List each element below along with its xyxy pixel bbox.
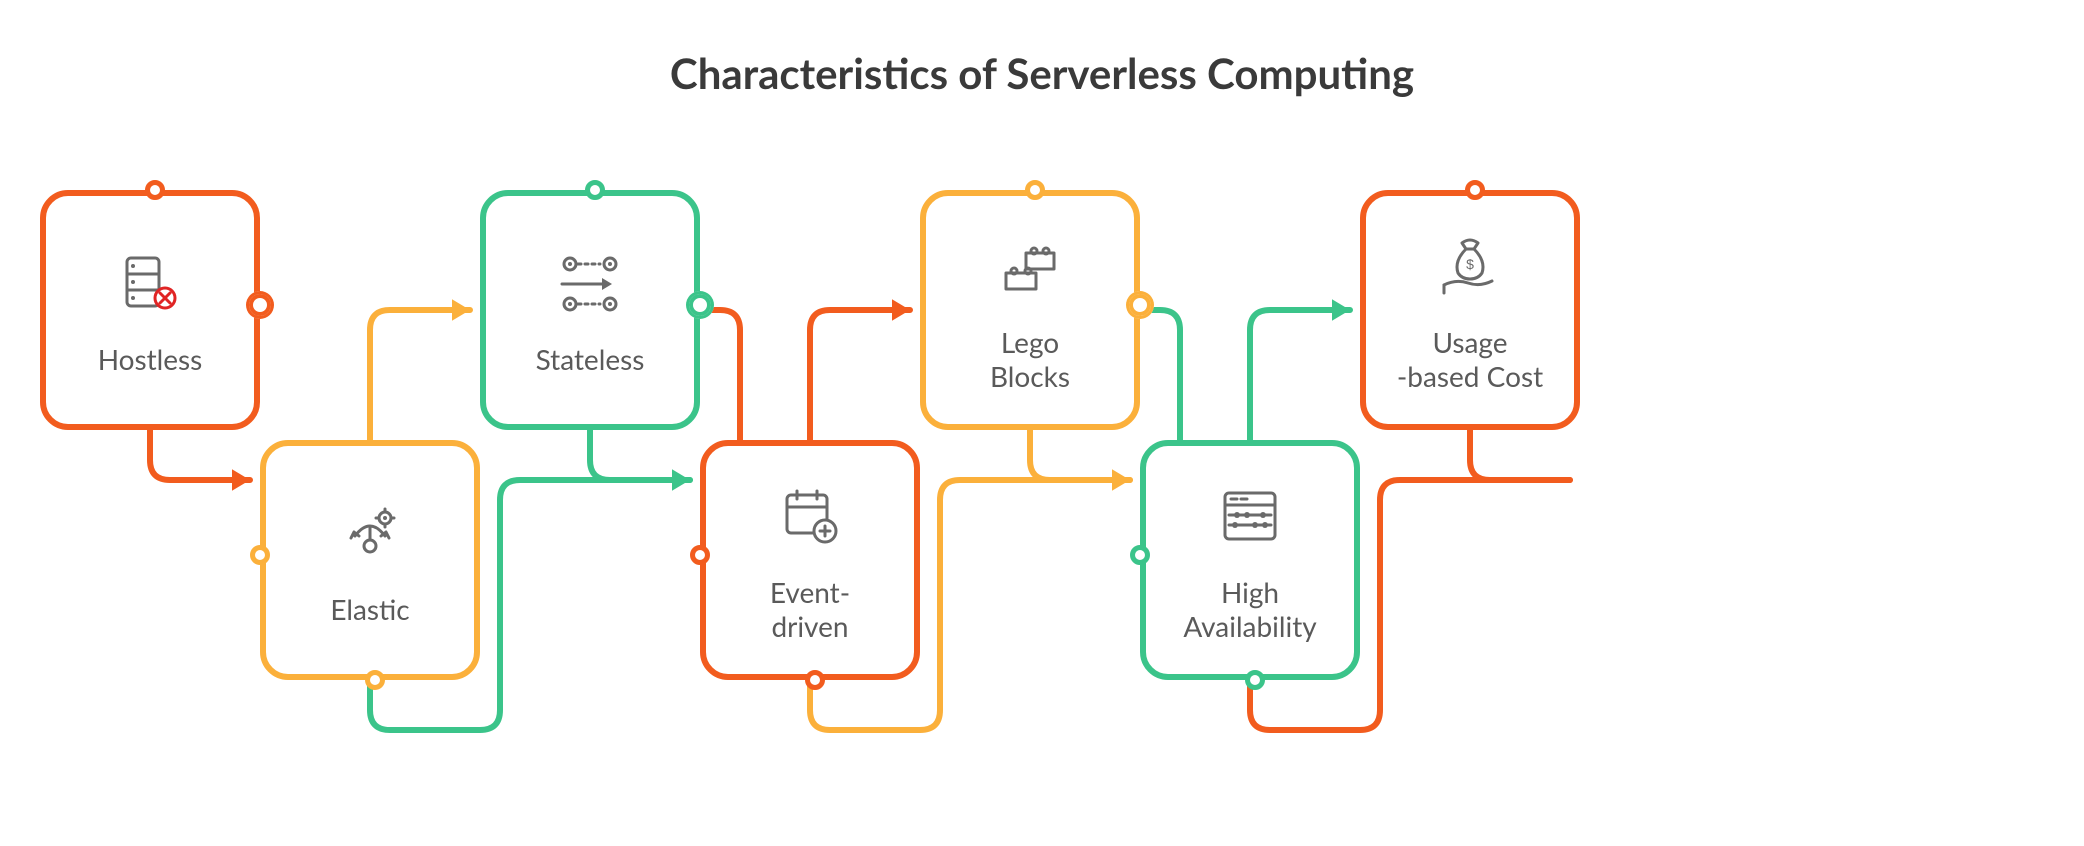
card-cost: $ Usage -based Cost xyxy=(1360,190,1580,430)
arrow-head-0 xyxy=(232,469,250,491)
card-eventdriven: Event- driven xyxy=(700,440,920,680)
hostless-dot-top xyxy=(145,180,165,200)
stateless-icon xyxy=(550,243,630,323)
hostless-label: Hostless xyxy=(98,343,203,377)
ha-label: High Availability xyxy=(1183,576,1316,643)
svg-text:$: $ xyxy=(1466,256,1474,272)
hostless-icon xyxy=(110,243,190,323)
arrow-head-5 xyxy=(892,299,910,321)
lego-label: Lego Blocks xyxy=(990,326,1070,393)
arrow-1 xyxy=(370,310,470,440)
card-stateless: Stateless xyxy=(480,190,700,430)
lego-dot-top xyxy=(1025,180,1045,200)
elastic-dot-side xyxy=(250,545,270,565)
cost-label: Usage -based Cost xyxy=(1397,326,1543,393)
arrow-5 xyxy=(810,310,910,440)
eventdriven-label: Event- driven xyxy=(770,576,850,643)
stateless-dot-top xyxy=(585,180,605,200)
lego-dot-side xyxy=(1126,291,1154,319)
elastic-dot-bottom xyxy=(365,670,385,690)
card-hostless: Hostless xyxy=(40,190,260,430)
card-elastic: Elastic xyxy=(260,440,480,680)
card-lego: Lego Blocks xyxy=(920,190,1140,430)
hostless-dot-side xyxy=(246,291,274,319)
diagram-stage: Hostless Elastic xyxy=(0,160,2084,800)
eventdriven-dot-bottom xyxy=(805,670,825,690)
arrow-9 xyxy=(1250,310,1350,440)
cost-dot-top xyxy=(1465,180,1485,200)
stateless-label: Stateless xyxy=(536,343,645,377)
ha-dot-side xyxy=(1130,545,1150,565)
eventdriven-icon xyxy=(770,476,850,556)
lego-icon xyxy=(990,226,1070,306)
stateless-dot-side xyxy=(686,291,714,319)
arrow-11 xyxy=(1470,430,1570,480)
ha-icon xyxy=(1210,476,1290,556)
elastic-icon xyxy=(330,493,410,573)
card-ha: High Availability xyxy=(1140,440,1360,680)
ha-dot-bottom xyxy=(1245,670,1265,690)
arrow-head-9 xyxy=(1332,299,1350,321)
cost-icon: $ xyxy=(1430,226,1510,306)
page-title: Characteristics of Serverless Computing xyxy=(0,48,2084,98)
arrow-head-1 xyxy=(452,299,470,321)
elastic-label: Elastic xyxy=(330,593,409,627)
eventdriven-dot-side xyxy=(690,545,710,565)
